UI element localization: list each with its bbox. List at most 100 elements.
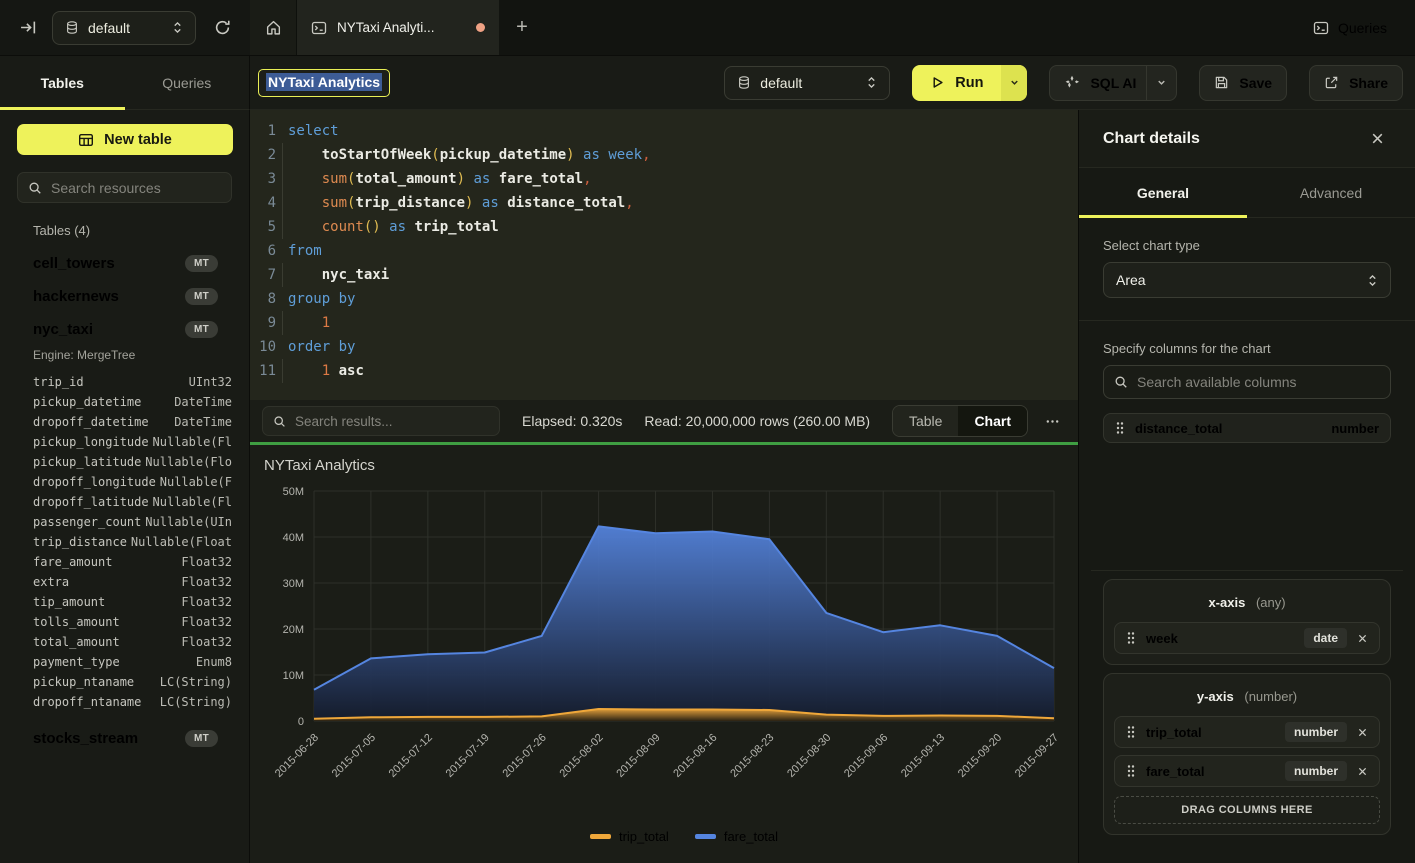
new-table-button[interactable]: New table (17, 124, 233, 155)
column-chip-distance_total[interactable]: distance_totalnumber (1103, 413, 1391, 443)
column-type: Nullable(Fl (153, 492, 232, 512)
column-chip-week[interactable]: weekdate (1114, 622, 1380, 654)
table-row[interactable]: nyc_taxiMT (33, 319, 218, 339)
drag-handle-icon[interactable] (1115, 421, 1125, 435)
legend-item-fare_total[interactable]: fare_total (695, 829, 778, 844)
share-icon (1324, 75, 1339, 90)
collapse-arrow-icon (20, 19, 37, 36)
column-type: Nullable(UIn (145, 512, 232, 532)
sidebar-tab-tables[interactable]: Tables (0, 56, 125, 109)
line-code: from (288, 239, 322, 263)
collapse-sidebar-button[interactable] (14, 14, 42, 42)
chart-panel: NYTaxi Analytics 010M20M30M40M50M2015-06… (250, 445, 1078, 863)
chart-type-label: Select chart type (1103, 238, 1391, 253)
column-chip-fare_total[interactable]: fare_totalnumber (1114, 755, 1380, 787)
editor-line[interactable]: 3 sum(total_amount) as fare_total, (250, 167, 1078, 191)
editor-line[interactable]: 5 count() as trip_total (250, 215, 1078, 239)
drag-handle-icon[interactable] (1126, 764, 1136, 778)
sidebar-tab-queries[interactable]: Queries (125, 56, 250, 109)
search-icon (1114, 375, 1128, 389)
view-toggle-table[interactable]: Table (893, 406, 958, 436)
tab-general[interactable]: General (1079, 168, 1247, 217)
sql-ai-caret[interactable] (1146, 66, 1176, 100)
results-search[interactable] (262, 406, 500, 436)
results-more-button[interactable] (1038, 407, 1066, 435)
query-database-selector[interactable]: default (724, 66, 890, 100)
run-label: Run (955, 75, 983, 91)
table-row[interactable]: stocks_streamMT (33, 728, 218, 748)
home-tab[interactable] (250, 0, 297, 55)
columns-search-input[interactable] (1137, 374, 1380, 390)
save-button[interactable]: Save (1199, 65, 1287, 101)
column-row: dropoff_latitudeNullable(Fl (33, 492, 232, 512)
queries-terminal-icon (1313, 20, 1329, 36)
view-toggle-chart[interactable]: Chart (958, 406, 1027, 436)
run-button[interactable]: Run (912, 65, 1027, 101)
sidebar-search[interactable] (17, 172, 232, 203)
line-number: 6 (254, 239, 276, 263)
results-search-input[interactable] (295, 414, 489, 429)
query-tab-active[interactable]: NYTaxi Analyti... (297, 0, 499, 55)
tab-advanced[interactable]: Advanced (1247, 168, 1415, 217)
chart-details-header: Chart details (1079, 110, 1415, 168)
columns-search[interactable] (1103, 365, 1391, 399)
drop-zone[interactable]: DRAG COLUMNS HERE (1114, 796, 1380, 824)
table-name: stocks_stream (33, 730, 185, 747)
sql-token: ) (457, 171, 465, 187)
y-tick-label: 40M (283, 532, 304, 544)
column-chip-trip_total[interactable]: trip_totalnumber (1114, 716, 1380, 748)
line-number: 10 (254, 335, 276, 359)
column-name: tip_amount (33, 592, 105, 612)
sql-token: ( (431, 147, 439, 163)
remove-column-button[interactable] (1357, 727, 1368, 738)
sql-token: week (608, 147, 642, 163)
column-row: dropoff_ntanameLC(String) (33, 692, 232, 712)
sql-token: from (288, 243, 322, 259)
editor-line[interactable]: 4 sum(trip_distance) as distance_total, (250, 191, 1078, 215)
sql-token: () (364, 219, 381, 235)
sql-ai-button[interactable]: SQL AI (1049, 65, 1177, 101)
x-tick-label: 2015-08-09 (614, 732, 662, 780)
close-panel-button[interactable] (1363, 125, 1391, 153)
table-row[interactable]: hackernewsMT (33, 286, 218, 306)
topbar-database-selector[interactable]: default (52, 11, 196, 45)
run-options-caret[interactable] (1001, 65, 1027, 101)
table-row[interactable]: cell_towersMT (33, 253, 218, 273)
topbar-left: default (0, 0, 250, 56)
queries-button[interactable]: Queries (1313, 20, 1387, 36)
remove-column-button[interactable] (1357, 766, 1368, 777)
chart-type-select[interactable]: Area (1103, 262, 1391, 298)
refresh-button[interactable] (208, 14, 236, 42)
topbar-spacer (545, 0, 1313, 55)
drag-handle-icon[interactable] (1126, 631, 1136, 645)
sql-token (499, 195, 507, 211)
column-row: payment_typeEnum8 (33, 652, 232, 672)
editor-line[interactable]: 6 from (250, 239, 1078, 263)
column-type: UInt32 (189, 372, 232, 392)
editor-line[interactable]: 7 nyc_taxi (250, 263, 1078, 287)
chart-title: NYTaxi Analytics (250, 445, 1078, 477)
editor-line[interactable]: 8group by (250, 287, 1078, 311)
column-name: dropoff_ntaname (33, 692, 141, 712)
x-tick-label: 2015-07-05 (330, 732, 378, 780)
editor-line[interactable]: 9 1 (250, 311, 1078, 335)
query-title-input[interactable]: NYTaxi Analytics (258, 69, 390, 97)
share-button[interactable]: Share (1309, 65, 1403, 101)
table-name: nyc_taxi (33, 321, 185, 338)
legend-item-trip_total[interactable]: trip_total (590, 829, 669, 844)
drag-handle-icon[interactable] (1126, 725, 1136, 739)
editor-line[interactable]: 11 1 asc (250, 359, 1078, 383)
column-type: Float32 (181, 552, 232, 572)
column-row: trip_idUInt32 (33, 372, 232, 392)
editor-line[interactable]: 2 toStartOfWeek(pickup_datetime) as week… (250, 143, 1078, 167)
query-header: NYTaxi Analytics default Run (250, 56, 1415, 110)
remove-column-button[interactable] (1357, 633, 1368, 644)
sidebar-search-input[interactable] (51, 180, 221, 196)
editor-line[interactable]: 1select (250, 119, 1078, 143)
sql-token: , (642, 147, 650, 163)
sql-editor[interactable]: 1select2 toStartOfWeek(pickup_datetime) … (250, 110, 1078, 400)
y-tick-label: 0 (298, 716, 304, 728)
editor-line[interactable]: 10order by (250, 335, 1078, 359)
new-tab-button[interactable]: + (499, 0, 545, 55)
chart-details-body: Select chart type Area Specify columns f… (1079, 218, 1415, 863)
